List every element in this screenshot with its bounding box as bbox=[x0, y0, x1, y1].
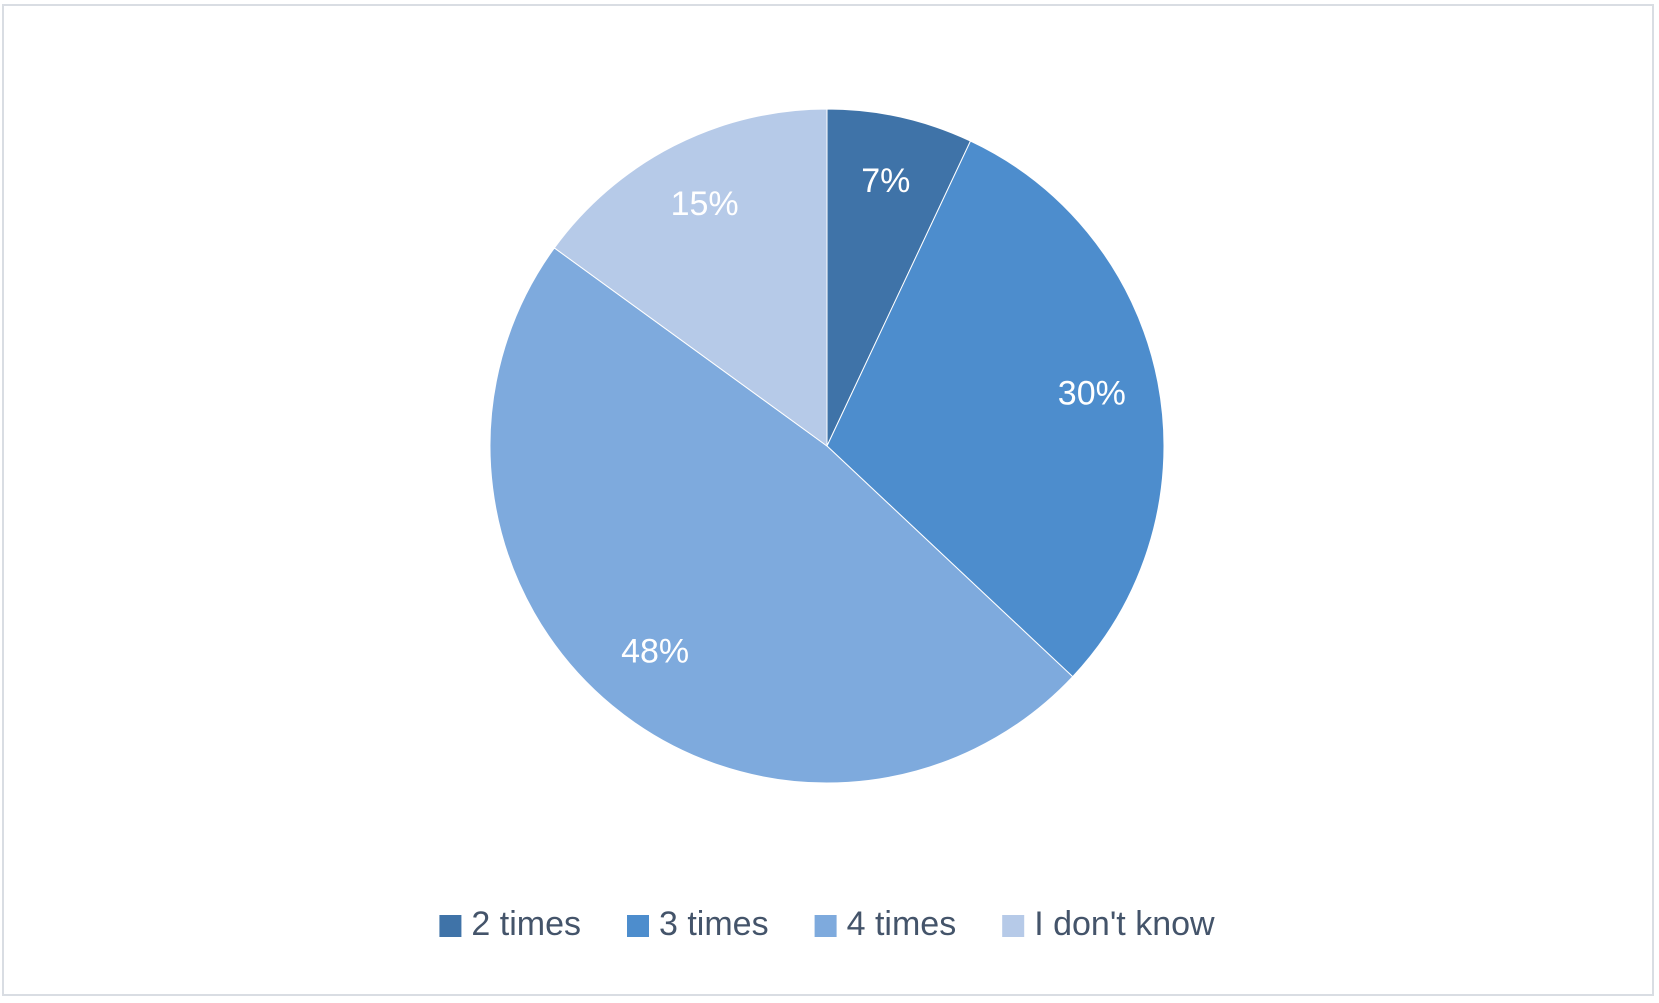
data-label: 48% bbox=[621, 633, 689, 671]
data-label: 7% bbox=[861, 162, 910, 200]
legend-swatch bbox=[439, 915, 462, 937]
pie-slice bbox=[553, 108, 828, 447]
legend-text: I don't know bbox=[1034, 905, 1215, 943]
legend-swatch bbox=[814, 915, 837, 937]
legend-text: 4 times bbox=[847, 905, 957, 943]
legend-swatch bbox=[627, 915, 650, 937]
pie-slice bbox=[489, 247, 1074, 784]
data-label: 15% bbox=[671, 185, 739, 223]
pie-slice bbox=[826, 108, 972, 447]
legend: 2 times 3 times 4 times I don't know bbox=[439, 905, 1215, 943]
data-label: 30% bbox=[1058, 374, 1126, 412]
legend-text: 3 times bbox=[659, 905, 769, 943]
legend-text: 2 times bbox=[471, 905, 581, 943]
legend-swatch bbox=[1002, 915, 1025, 937]
pie-slice bbox=[826, 140, 1165, 678]
